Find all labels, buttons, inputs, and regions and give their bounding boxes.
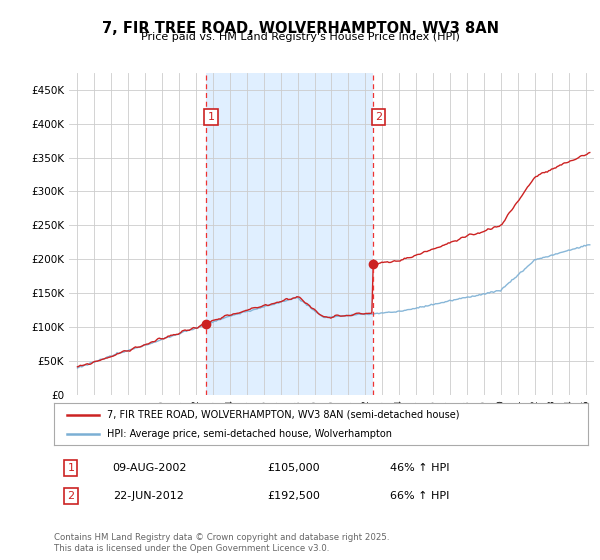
Text: 7, FIR TREE ROAD, WOLVERHAMPTON, WV3 8AN: 7, FIR TREE ROAD, WOLVERHAMPTON, WV3 8AN [101, 21, 499, 36]
Text: 2: 2 [375, 112, 382, 122]
Text: £192,500: £192,500 [268, 491, 320, 501]
Text: 46% ↑ HPI: 46% ↑ HPI [391, 463, 450, 473]
Text: Contains HM Land Registry data © Crown copyright and database right 2025.
This d: Contains HM Land Registry data © Crown c… [54, 533, 389, 553]
Text: 66% ↑ HPI: 66% ↑ HPI [391, 491, 450, 501]
Text: 7, FIR TREE ROAD, WOLVERHAMPTON, WV3 8AN (semi-detached house): 7, FIR TREE ROAD, WOLVERHAMPTON, WV3 8AN… [107, 409, 460, 419]
Text: £105,000: £105,000 [268, 463, 320, 473]
Bar [206, 73, 373, 395]
Text: 1: 1 [208, 112, 215, 122]
Text: Price paid vs. HM Land Registry's House Price Index (HPI): Price paid vs. HM Land Registry's House … [140, 32, 460, 42]
Text: 2: 2 [67, 491, 74, 501]
Text: 1: 1 [67, 463, 74, 473]
Text: HPI: Average price, semi-detached house, Wolverhampton: HPI: Average price, semi-detached house,… [107, 429, 392, 439]
Text: 22-JUN-2012: 22-JUN-2012 [113, 491, 184, 501]
Text: 09-AUG-2002: 09-AUG-2002 [113, 463, 187, 473]
